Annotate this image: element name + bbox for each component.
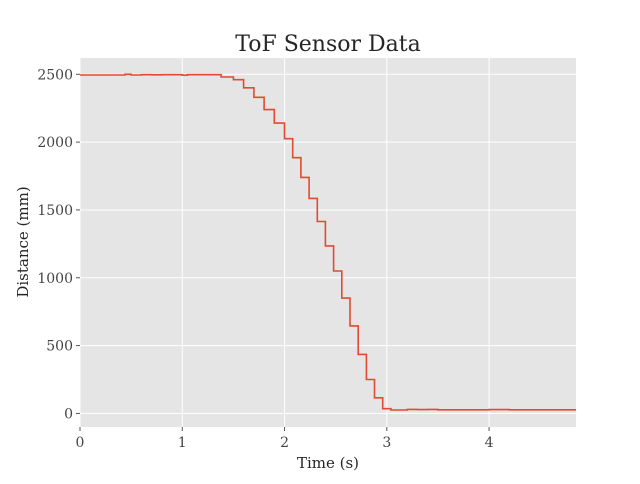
y-axis-label: Distance (mm) bbox=[14, 186, 32, 297]
y-tick-label: 1000 bbox=[37, 271, 73, 287]
y-tick-label: 2500 bbox=[37, 67, 73, 83]
chart-title: ToF Sensor Data bbox=[235, 32, 421, 57]
tick-layer: 0 1 2 3 4 0 500 1000 1500 2000 2500 bbox=[37, 67, 493, 451]
x-tick-label: 0 bbox=[76, 435, 85, 451]
series-layer bbox=[80, 73, 576, 411]
y-tick-label: 500 bbox=[46, 339, 73, 355]
y-tick-label: 0 bbox=[64, 406, 73, 422]
y-tick-label: 1500 bbox=[37, 203, 73, 219]
y-tick-label: 2000 bbox=[37, 135, 73, 151]
x-axis-label: Time (s) bbox=[297, 454, 359, 472]
plot-area-background bbox=[80, 58, 576, 427]
x-tick-label: 2 bbox=[280, 435, 289, 451]
x-tick-label: 4 bbox=[485, 435, 494, 451]
x-tick-label: 1 bbox=[178, 435, 187, 451]
series-line bbox=[80, 73, 576, 411]
x-tick-label: 3 bbox=[382, 435, 391, 451]
